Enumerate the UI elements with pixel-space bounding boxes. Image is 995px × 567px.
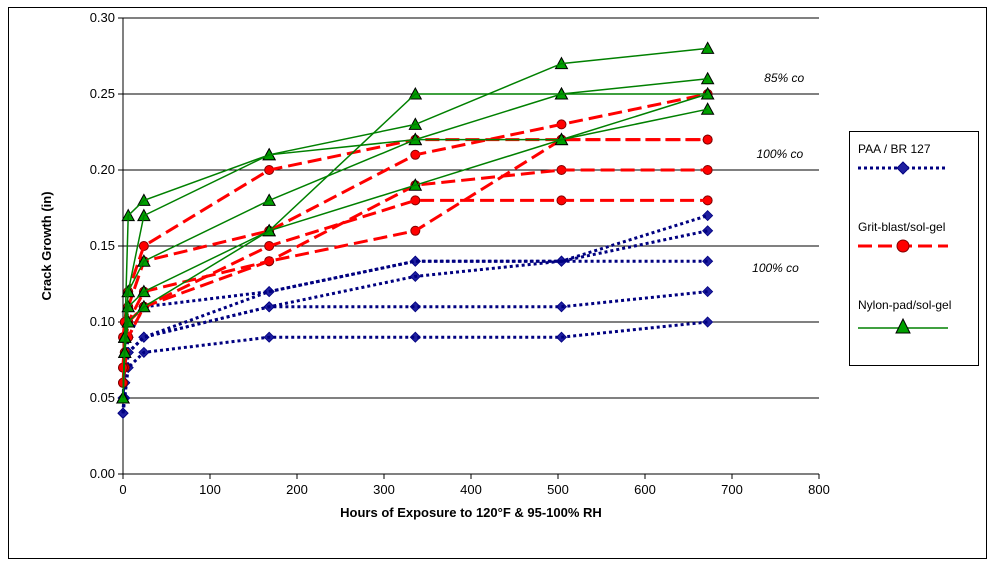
data-point: [702, 316, 714, 328]
annotations: 85% co 100% co 100% co: [752, 71, 804, 275]
x-tick-label: 700: [721, 482, 743, 497]
data-point: [702, 255, 714, 267]
annotation-2: 100% co: [752, 261, 799, 275]
legend-entry-paa: PAA / BR 127: [850, 142, 978, 202]
legend-swatch-grit-blast: [858, 239, 948, 253]
data-point: [409, 255, 421, 267]
y-tick-label: 0.25: [90, 86, 115, 101]
x-tick-label: 800: [808, 482, 830, 497]
x-axis-title: Hours of Exposure to 120°F & 95-100% RH: [340, 505, 602, 520]
y-tick-label: 0.30: [90, 10, 115, 25]
axes: [118, 17, 820, 479]
series-0: [117, 210, 714, 419]
annotation-1: 100% co: [756, 147, 803, 161]
y-tick-label: 0.05: [90, 390, 115, 405]
chart-plot: 0.00 0.05 0.10 0.15 0.20 0.25 0.30 0 100 200 300 40…: [39, 10, 830, 520]
y-tick-label: 0.10: [90, 314, 115, 329]
chart-frame: 0.00 0.05 0.10 0.15 0.20 0.25 0.30 0 100 200 300 40…: [8, 7, 987, 559]
y-tick-label: 0.20: [90, 162, 115, 177]
x-tick-label: 400: [460, 482, 482, 497]
tick-labels: 0.00 0.05 0.10 0.15 0.20 0.25 0.30 0 100 200 300 40…: [90, 10, 830, 497]
data-point: [702, 225, 714, 237]
data-point: [409, 331, 421, 343]
series-1-line-3: [121, 92, 708, 368]
series-2-line-4: [122, 93, 708, 399]
data-point: [409, 301, 421, 313]
x-tick-label: 500: [547, 482, 569, 497]
series-0-line-4: [121, 214, 709, 414]
series-2: [116, 41, 715, 404]
legend: PAA / BR 127 Grit-blast/sol-gel Nylon-pa…: [849, 131, 979, 366]
data-point: [700, 71, 715, 85]
legend-label-grit-blast: Grit-blast/sol-gel: [858, 220, 946, 234]
data-point: [702, 210, 714, 222]
legend-entry-grit-blast: Grit-blast/sol-gel: [850, 220, 978, 280]
series-2-markers: [116, 41, 715, 404]
y-tick-label: 0.00: [90, 466, 115, 481]
data-point: [700, 41, 715, 54]
legend-label-nylon-pad: Nylon-pad/sol-gel: [858, 298, 952, 312]
y-tick-label: 0.15: [90, 238, 115, 253]
legend-entry-nylon-pad: Nylon-pad/sol-gel: [850, 298, 978, 358]
x-tick-label: 0: [119, 482, 126, 497]
series-2-line-1: [122, 108, 708, 399]
annotation-0: 85% co: [764, 71, 804, 85]
legend-swatch-paa: [858, 161, 948, 175]
x-tick-label: 600: [634, 482, 656, 497]
data-point: [702, 286, 714, 298]
series-layer: [116, 41, 715, 419]
legend-swatch-nylon-pad: [858, 317, 948, 334]
x-tick-label: 200: [286, 482, 308, 497]
legend-label-paa: PAA / BR 127: [858, 142, 931, 156]
y-axis-title: Crack Growth (in): [39, 191, 54, 300]
x-tick-label: 300: [373, 482, 395, 497]
data-point: [700, 102, 715, 115]
x-tick-label: 100: [199, 482, 221, 497]
